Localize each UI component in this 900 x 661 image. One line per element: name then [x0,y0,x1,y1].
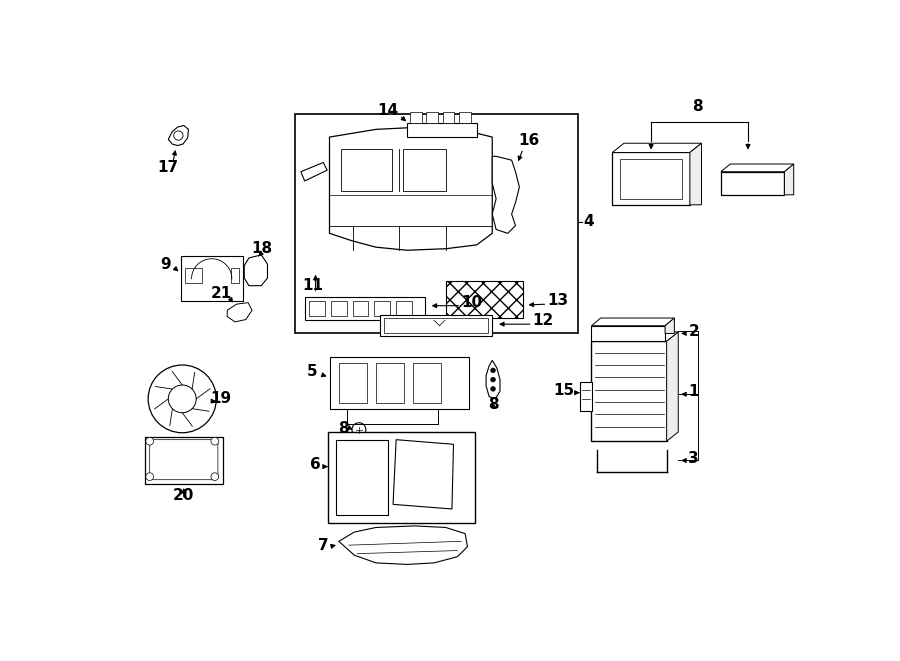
Polygon shape [785,164,794,195]
Bar [407,123,477,137]
Bar [374,301,390,317]
Text: 11: 11 [302,278,323,293]
FancyBboxPatch shape [149,440,218,480]
Text: 8: 8 [489,397,500,412]
Bar [721,172,785,195]
Text: 7: 7 [318,537,328,553]
Circle shape [211,473,219,481]
Circle shape [352,423,366,437]
Bar [331,301,346,317]
Polygon shape [301,163,328,181]
Bar [591,341,667,442]
Circle shape [491,377,495,382]
Circle shape [174,131,183,140]
Circle shape [168,385,196,412]
Text: 17: 17 [158,161,179,175]
Text: 14: 14 [377,102,398,118]
Bar [380,315,492,336]
Bar [591,326,665,341]
Bar [612,153,690,205]
Bar [580,382,592,411]
Bar [145,437,222,485]
Bar [443,112,454,123]
Bar [427,112,438,123]
Text: 8: 8 [338,422,349,436]
Polygon shape [665,318,674,333]
Bar [396,301,411,317]
Polygon shape [393,440,454,509]
Text: 10: 10 [462,295,482,310]
Polygon shape [329,127,492,251]
Bar [353,301,368,317]
Bar [231,268,239,284]
Bar [459,112,471,123]
Bar [329,356,469,409]
Bar [383,318,489,332]
Text: 6: 6 [310,457,321,472]
Circle shape [146,438,154,445]
Text: 4: 4 [584,214,594,229]
Bar [328,432,475,523]
Text: 16: 16 [518,134,539,149]
Circle shape [148,365,216,433]
Circle shape [491,387,495,391]
Text: 20: 20 [173,488,194,502]
Bar [376,363,404,403]
Circle shape [491,368,495,373]
Text: 15: 15 [554,383,575,398]
Polygon shape [612,143,701,153]
Bar [181,256,243,301]
Text: 19: 19 [211,391,231,407]
Bar [336,440,389,515]
Circle shape [211,438,219,445]
Circle shape [146,473,154,481]
Polygon shape [667,332,679,442]
Polygon shape [168,126,188,145]
Text: 5: 5 [307,364,318,379]
Text: 21: 21 [211,286,231,301]
Text: 9: 9 [160,256,170,272]
Bar [338,363,366,403]
Bar [305,297,425,321]
Bar [184,268,202,284]
Bar [310,301,325,317]
Polygon shape [244,255,267,286]
Polygon shape [591,332,679,341]
Polygon shape [591,318,674,326]
Polygon shape [227,303,252,322]
Bar [446,281,523,318]
Text: 12: 12 [533,313,554,328]
Polygon shape [486,360,500,399]
Polygon shape [721,164,794,172]
Bar [410,112,422,123]
Bar [403,149,446,191]
Text: 18: 18 [251,241,273,256]
Bar [413,363,441,403]
Bar [620,159,682,199]
Text: 2: 2 [688,324,699,338]
Polygon shape [492,156,519,233]
Text: 8: 8 [692,98,703,114]
Text: 3: 3 [688,451,699,465]
Bar [341,149,392,191]
Polygon shape [338,526,467,564]
Bar [294,114,578,333]
Text: 1: 1 [688,383,699,399]
Text: 13: 13 [547,293,569,308]
Polygon shape [690,143,701,205]
